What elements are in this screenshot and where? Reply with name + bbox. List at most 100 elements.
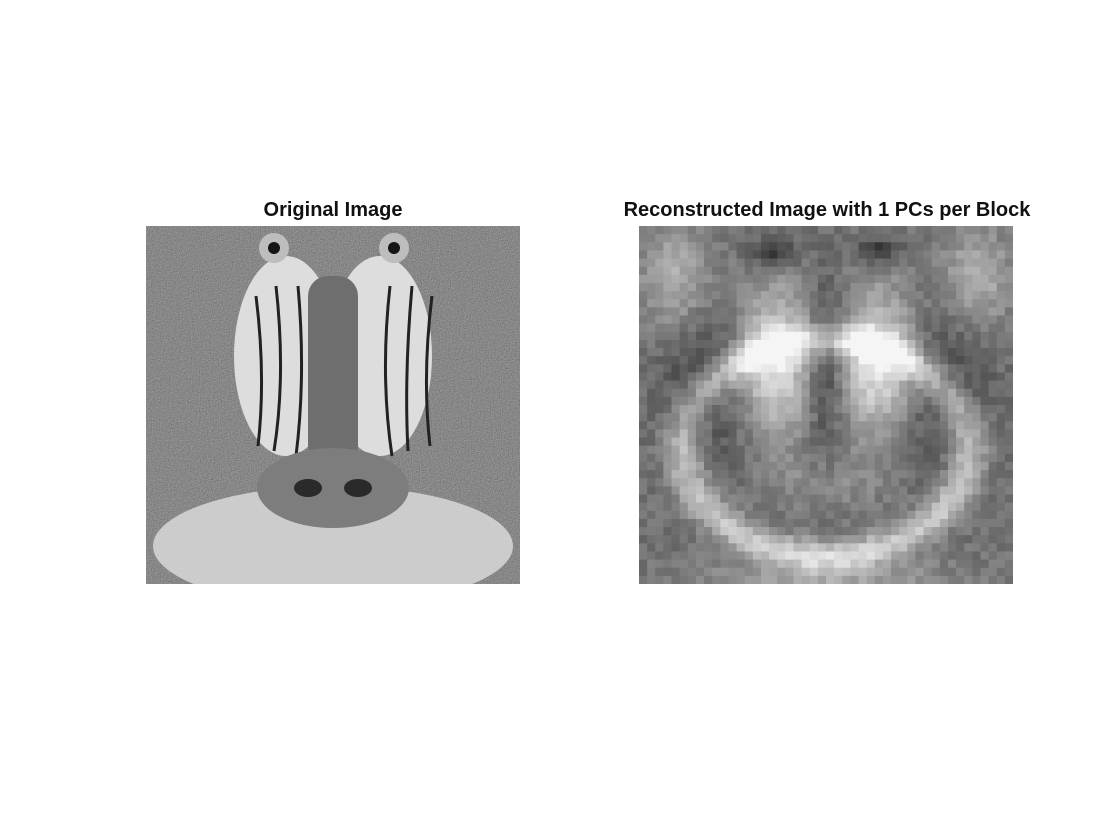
image-block (655, 535, 664, 544)
image-block (801, 323, 811, 333)
image-block (695, 250, 705, 260)
image-block (1004, 388, 1013, 398)
image-block (882, 461, 892, 471)
image-block (964, 323, 973, 333)
image-block (728, 543, 738, 553)
image-block (793, 445, 803, 455)
image-block (817, 274, 827, 284)
image-block (980, 315, 990, 325)
image-block (947, 551, 957, 561)
image-block (907, 405, 917, 414)
image-block (923, 527, 933, 536)
image-block (972, 291, 982, 300)
image-block (874, 291, 884, 300)
image-block (850, 453, 860, 463)
image-block (850, 527, 860, 536)
image-block (1004, 323, 1013, 333)
image-block (647, 429, 656, 439)
image-block (777, 339, 786, 349)
image-block (826, 551, 835, 561)
image-block (1004, 339, 1013, 349)
image-block (956, 299, 965, 308)
image-block (671, 559, 681, 569)
image-block (842, 307, 851, 317)
image-block (964, 234, 973, 243)
image-block (964, 348, 973, 357)
image-block (679, 234, 689, 243)
image-block (736, 291, 746, 300)
image-block (956, 258, 965, 268)
image-block (671, 470, 681, 479)
image-block (817, 453, 827, 463)
image-block (842, 364, 851, 374)
image-block (907, 282, 917, 292)
image-block (874, 331, 884, 341)
image-block (793, 535, 803, 544)
image-block (996, 559, 1006, 569)
image-block (655, 559, 664, 569)
image-block (874, 510, 884, 520)
image-block (858, 380, 868, 390)
image-block (647, 518, 656, 528)
image-block (647, 543, 656, 553)
image-block (687, 364, 697, 374)
image-block (744, 429, 754, 439)
image-block (655, 486, 664, 496)
image-block (826, 445, 835, 455)
image-block (769, 372, 778, 382)
image-block (752, 282, 762, 292)
image-block (923, 226, 933, 235)
image-block (915, 291, 925, 300)
image-block (639, 226, 648, 235)
image-block (809, 518, 819, 528)
image-block (915, 486, 925, 496)
image-block (639, 405, 648, 414)
image-block (996, 535, 1006, 544)
image-block (671, 242, 681, 252)
image-block (996, 543, 1006, 553)
image-block (793, 323, 803, 333)
image-block (809, 453, 819, 463)
image-block (687, 266, 697, 276)
image-block (850, 494, 860, 504)
image-block (744, 307, 754, 317)
image-block (647, 559, 656, 569)
image-block (834, 331, 843, 341)
image-block (931, 291, 941, 300)
image-block (882, 331, 892, 341)
image-block (996, 307, 1006, 317)
image-block (663, 396, 673, 406)
image-block (679, 331, 689, 341)
image-block (769, 575, 778, 584)
image-block (939, 364, 949, 374)
image-block (785, 421, 795, 431)
image-block (752, 413, 762, 422)
image-block (882, 445, 892, 455)
image-block (639, 559, 648, 569)
image-block (687, 307, 697, 317)
image-block (996, 266, 1006, 276)
image-block (655, 258, 664, 268)
image-block (728, 437, 738, 447)
image-block (858, 274, 868, 284)
image-block (736, 299, 746, 308)
image-block (785, 226, 795, 235)
image-block (793, 421, 803, 431)
image-block (704, 323, 713, 333)
image-block (744, 405, 754, 414)
image-block (923, 274, 933, 284)
image-block (899, 291, 908, 300)
image-block (817, 364, 827, 374)
image-block (947, 307, 957, 317)
image-block (720, 453, 730, 463)
image-block (704, 234, 713, 243)
image-block (720, 567, 730, 577)
image-block (996, 388, 1006, 398)
image-block (931, 535, 941, 544)
image-block (671, 494, 681, 504)
image-block (931, 494, 941, 504)
image-block (760, 266, 770, 276)
image-block (947, 527, 957, 536)
image-block (801, 380, 811, 390)
image-block (874, 405, 884, 414)
